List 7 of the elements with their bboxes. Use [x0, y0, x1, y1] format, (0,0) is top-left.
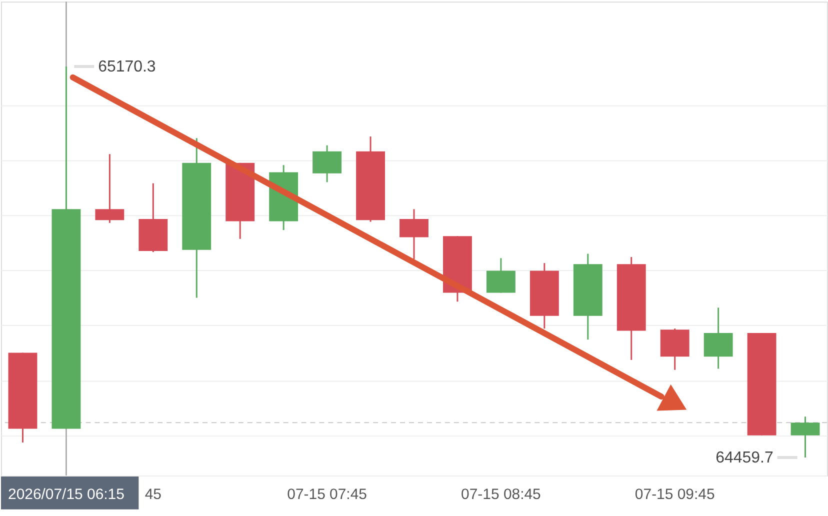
annotation: 65170.3: [98, 58, 156, 76]
x-tick-label: 45: [144, 486, 162, 503]
annotation: 64459.7: [716, 450, 774, 466]
x-tick-label: 07-15 09:45: [634, 486, 715, 503]
x-tick-label: 07-15 07:45: [287, 486, 367, 503]
x-tick-label: 07-15 08:45: [461, 486, 541, 503]
x-tick-label: 2026/07/15 06:15: [8, 486, 124, 503]
